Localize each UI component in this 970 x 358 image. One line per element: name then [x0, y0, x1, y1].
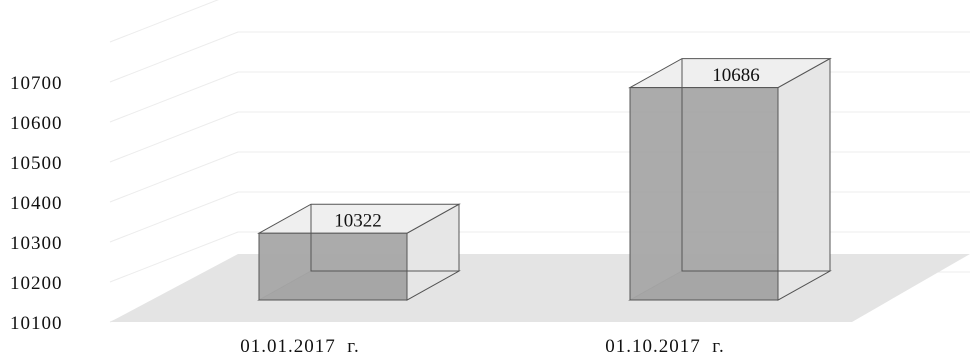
bar-back-edges	[310, 204, 459, 272]
chart-floor	[110, 254, 970, 322]
y-tick-label: 10500	[10, 153, 63, 174]
bar-front-face	[258, 232, 408, 301]
bar-back-edges	[681, 58, 830, 272]
gridline	[109, 111, 970, 163]
bars: 10322 10686	[257, 57, 832, 301]
y-tick-label: 10400	[10, 193, 63, 214]
y-tick-label: 10300	[10, 233, 63, 254]
x-category-label: 01.10.2017 г.	[605, 336, 724, 357]
gridline	[109, 71, 970, 123]
bar-front-face	[629, 87, 779, 301]
bar-data-label: 10686	[712, 65, 760, 86]
y-tick-label: 10700	[10, 73, 63, 94]
y-tick-label: 10100	[10, 313, 63, 334]
gridlines	[109, 0, 970, 323]
bar-data-label: 10322	[334, 211, 382, 232]
bar: 10322	[257, 203, 461, 301]
gridline	[109, 31, 970, 83]
y-tick-label: 10200	[10, 273, 63, 294]
gridline	[109, 151, 970, 203]
y-axis-tick-labels: 10100 10200 10300 10400 10500 10600 10700	[10, 73, 63, 334]
x-category-label: 01.01.2017 г.	[240, 336, 359, 357]
bar-side-face	[777, 57, 831, 301]
y-tick-label: 10600	[10, 113, 63, 134]
bar: 10686	[628, 57, 832, 301]
gridline	[109, 191, 970, 243]
gridline	[109, 0, 219, 43]
x-axis-category-labels: 01.01.2017 г. 01.10.2017 г.	[240, 336, 724, 357]
